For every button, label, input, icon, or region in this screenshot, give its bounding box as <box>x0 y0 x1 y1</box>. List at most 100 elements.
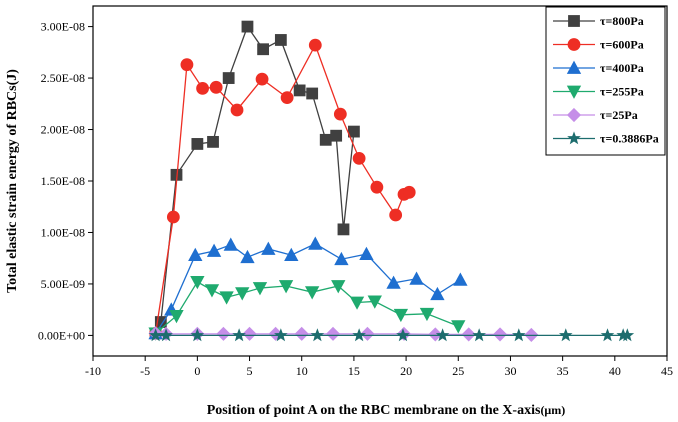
data-point <box>190 275 205 290</box>
data-point <box>367 295 382 309</box>
data-point <box>435 328 450 342</box>
data-point <box>331 280 346 294</box>
series-line <box>155 25 355 334</box>
legend-marker <box>568 15 580 27</box>
data-point <box>278 280 294 294</box>
y-tick-label: 0.00E+00 <box>38 328 85 342</box>
data-point <box>207 135 219 148</box>
legend-label: τ=600Pa <box>600 38 644 52</box>
legend-item: τ=600Pa <box>553 38 644 52</box>
data-point <box>330 129 343 142</box>
data-point <box>230 103 244 117</box>
data-point <box>325 326 341 341</box>
data-point <box>352 151 366 165</box>
x-tick-label: 5 <box>247 364 253 378</box>
x-tick-label: 45 <box>661 364 673 378</box>
legend-label: τ=800Pa <box>600 14 644 28</box>
y-tick-label: 3.00E-08 <box>41 20 85 34</box>
legend-item: τ=25Pa <box>553 107 638 123</box>
legend-marker <box>566 85 582 99</box>
data-point <box>558 328 573 342</box>
data-point <box>310 328 325 342</box>
data-point <box>252 282 268 296</box>
data-point <box>370 180 384 194</box>
data-point <box>409 271 424 285</box>
legend-item: τ=255Pa <box>553 85 644 99</box>
data-point <box>461 327 476 342</box>
data-point <box>359 246 374 260</box>
x-axis-unit: (μm) <box>540 403 565 417</box>
data-point <box>169 309 184 324</box>
y-tick-label: 1.00E-08 <box>41 225 85 239</box>
data-point <box>430 286 445 301</box>
y-tick-label: 2.00E-08 <box>41 123 85 137</box>
data-point <box>223 237 238 251</box>
x-tick-label: 0 <box>194 364 200 378</box>
data-point <box>620 328 635 342</box>
data-point <box>180 58 194 72</box>
y-tick-label: 2.50E-08 <box>41 71 85 85</box>
x-axis-title: Position of point A on the RBC membrane … <box>207 403 565 418</box>
data-point <box>304 286 320 300</box>
data-point <box>240 249 255 264</box>
legend-label: τ=255Pa <box>600 85 644 99</box>
data-point <box>294 326 309 341</box>
data-point <box>396 328 410 342</box>
data-point <box>191 138 204 150</box>
data-point <box>360 326 375 341</box>
x-tick-label: 15 <box>348 364 360 378</box>
data-point <box>274 34 287 46</box>
data-point <box>472 328 486 342</box>
legend-label: τ=25Pa <box>600 108 638 122</box>
data-point <box>232 328 246 342</box>
data-point <box>428 327 443 342</box>
data-point <box>308 38 322 52</box>
data-point <box>216 326 231 341</box>
data-point <box>159 328 173 342</box>
series-2 <box>148 236 468 340</box>
legend-label: τ=400Pa <box>600 61 644 75</box>
data-point <box>242 326 257 341</box>
data-point <box>293 84 306 97</box>
legend: τ=800Pa τ=600Pa τ=400Pa τ=255Pa τ=25Pa τ=0.38… <box>545 6 666 156</box>
data-point <box>206 243 222 257</box>
data-point <box>492 327 508 342</box>
data-point <box>389 208 403 222</box>
x-tick-label: 25 <box>452 364 464 378</box>
legend-item: τ=800Pa <box>553 14 644 28</box>
x-tick-label: -10 <box>85 364 101 378</box>
data-point <box>284 247 299 262</box>
data-point <box>241 20 254 33</box>
data-point <box>451 320 466 334</box>
legend-item: τ=400Pa <box>553 60 644 75</box>
axis-ticks: -10 -5 0 5 10 15 20 25 30 35 40 45 0.00E+00 5.00E-09 1… <box>38 20 673 378</box>
legend-marker <box>566 107 582 123</box>
legend-marker <box>566 60 582 74</box>
data-point <box>261 241 276 255</box>
data-point <box>219 291 234 305</box>
data-point <box>190 328 205 342</box>
data-point <box>386 275 401 289</box>
data-point <box>257 43 270 56</box>
data-point <box>306 87 319 100</box>
legend-label: τ=0.3886Pa <box>600 132 659 146</box>
data-point <box>334 251 349 266</box>
data-point <box>453 272 468 286</box>
data-point <box>352 328 366 342</box>
data-point <box>337 223 350 236</box>
y-tick-label: 5.00E-09 <box>41 277 85 291</box>
data-point <box>600 328 615 342</box>
y-axis-title: Total elastic strain energy of RBCs(J) <box>5 69 20 293</box>
data-point <box>235 287 250 301</box>
x-tick-label: 10 <box>296 364 308 378</box>
data-point <box>166 210 180 224</box>
data-point <box>196 81 209 95</box>
data-point <box>512 328 526 342</box>
data-point <box>188 247 203 262</box>
y-tick-label: 1.50E-08 <box>41 174 85 188</box>
data-point <box>255 72 269 86</box>
legend-box <box>545 6 666 156</box>
data-point <box>209 80 223 94</box>
